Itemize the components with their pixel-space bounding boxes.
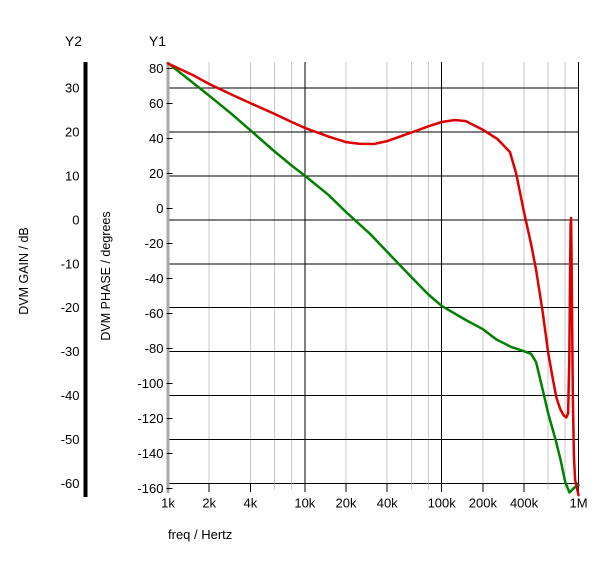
- y1-tick-label: 20: [149, 166, 163, 181]
- x-tick-label: 20k: [336, 496, 357, 511]
- y1-tick-label: 40: [149, 131, 163, 146]
- x-tick-label: 2k: [202, 496, 216, 511]
- dvm-phase-curve[interactable]: [166, 62, 580, 497]
- y1-tick-labels: 80 60 40 20 0 -20 -40 -60 -80 -100 -120 -140 -160: [137, 61, 163, 496]
- dvm-gain-curve[interactable]: [166, 61, 580, 494]
- y2-axis-line: [83, 62, 88, 497]
- y2-tick-label: -30: [61, 344, 80, 359]
- y1-tick-label: -80: [145, 341, 164, 356]
- x-axis-ticks: [208, 483, 579, 492]
- y2-tick-label: 10: [65, 169, 79, 184]
- x-tick-label: 100k: [428, 496, 457, 511]
- y1-axis-line: [166, 62, 170, 493]
- gain-axis-title: DVM GAIN / dB: [17, 227, 31, 315]
- y2-tick-label: -40: [61, 388, 80, 403]
- y1-axis-ticks: [166, 68, 173, 490]
- y1-tick-label: -100: [137, 376, 163, 391]
- y2-tick-label: 0: [72, 212, 79, 227]
- y1-tick-label: 0: [156, 201, 163, 216]
- y2-tick-label: 20: [65, 125, 79, 140]
- y2-axis-header: Y2: [64, 33, 82, 49]
- y1-tick-label: -20: [145, 236, 164, 251]
- horizontal-gridlines: [168, 87, 579, 484]
- x-tick-label: 40k: [377, 496, 398, 511]
- y2-tick-label: -60: [61, 476, 80, 491]
- x-tick-label: 1k: [161, 496, 175, 511]
- y1-axis-header: Y1: [148, 33, 166, 49]
- phase-axis-title: DVM PHASE / degrees: [99, 211, 113, 341]
- y1-tick-label: -60: [145, 306, 164, 321]
- y2-tick-label: -20: [61, 300, 80, 315]
- y2-tick-label: 30: [65, 81, 79, 96]
- x-tick-label: 10k: [294, 496, 315, 511]
- y2-tick-labels: 30 20 10 0 -10 -20 -30 -40 -50 -60: [61, 81, 80, 491]
- y2-tick-label: -10: [61, 256, 80, 271]
- y1-tick-label: -160: [137, 481, 163, 496]
- x-tick-label: 4k: [244, 496, 258, 511]
- y1-tick-label: -120: [137, 411, 163, 426]
- y1-tick-label: -140: [137, 446, 163, 461]
- x-tick-label: 1M: [569, 496, 587, 511]
- y2-tick-label: -50: [61, 432, 80, 447]
- x-tick-label: 400k: [510, 496, 539, 511]
- y1-tick-label: -40: [145, 271, 164, 286]
- x-tick-label: 200k: [469, 496, 498, 511]
- y1-tick-label: 80: [149, 61, 163, 76]
- x-tick-labels: 1k 2k 4k 10k 20k 40k 100k 200k 400k 1M: [161, 496, 587, 511]
- minor-vertical-gridlines: [208, 62, 566, 484]
- freq-axis-title: freq / Hertz: [168, 527, 233, 542]
- y1-tick-label: 60: [149, 96, 163, 111]
